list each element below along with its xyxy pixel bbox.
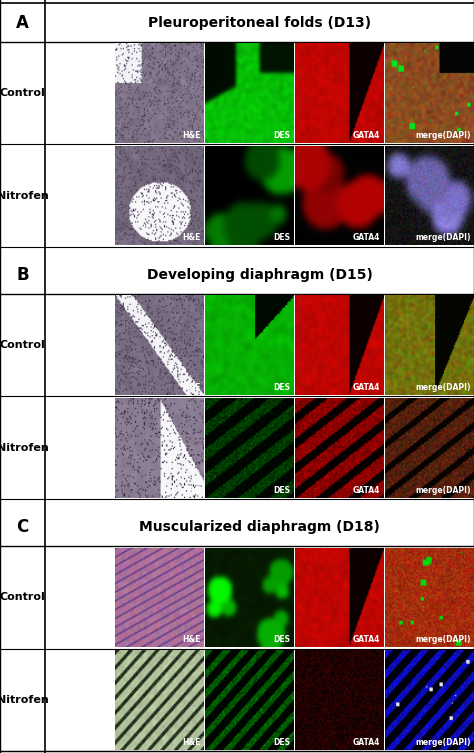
Text: C: C — [17, 518, 28, 536]
Text: H&E: H&E — [182, 131, 200, 140]
Text: Control: Control — [0, 88, 46, 98]
Bar — [0, 499, 474, 508]
Text: GATA4: GATA4 — [353, 131, 380, 140]
Text: merge(DAPI): merge(DAPI) — [415, 486, 470, 495]
Text: H&E: H&E — [182, 486, 200, 495]
Text: GATA4: GATA4 — [353, 486, 380, 495]
Text: DES: DES — [273, 233, 290, 242]
Text: Pleuroperitoneal folds (D13): Pleuroperitoneal folds (D13) — [148, 16, 371, 29]
Text: GATA4: GATA4 — [353, 233, 380, 242]
Text: merge(DAPI): merge(DAPI) — [415, 131, 470, 140]
Text: H&E: H&E — [182, 738, 200, 747]
Text: GATA4: GATA4 — [353, 636, 380, 644]
Text: Control: Control — [0, 593, 46, 602]
Text: Muscularized diaphragm (D18): Muscularized diaphragm (D18) — [139, 520, 380, 534]
Text: H&E: H&E — [182, 383, 200, 392]
Text: H&E: H&E — [182, 233, 200, 242]
Text: Nitrofen: Nitrofen — [0, 443, 48, 453]
Text: DES: DES — [273, 636, 290, 644]
Text: DES: DES — [273, 486, 290, 495]
Text: A: A — [16, 14, 29, 32]
Text: H&E: H&E — [182, 636, 200, 644]
Text: DES: DES — [273, 131, 290, 140]
Text: GATA4: GATA4 — [353, 738, 380, 747]
Text: DES: DES — [273, 383, 290, 392]
Text: Developing diaphragm (D15): Developing diaphragm (D15) — [146, 268, 373, 282]
Text: merge(DAPI): merge(DAPI) — [415, 738, 470, 747]
Text: merge(DAPI): merge(DAPI) — [415, 383, 470, 392]
Text: Nitrofen: Nitrofen — [0, 191, 48, 200]
Bar — [0, 247, 474, 255]
Text: merge(DAPI): merge(DAPI) — [415, 636, 470, 644]
Text: DES: DES — [273, 738, 290, 747]
Text: B: B — [16, 266, 29, 284]
Text: GATA4: GATA4 — [353, 383, 380, 392]
Text: Nitrofen: Nitrofen — [0, 695, 48, 705]
Text: merge(DAPI): merge(DAPI) — [415, 233, 470, 242]
Text: Control: Control — [0, 340, 46, 350]
